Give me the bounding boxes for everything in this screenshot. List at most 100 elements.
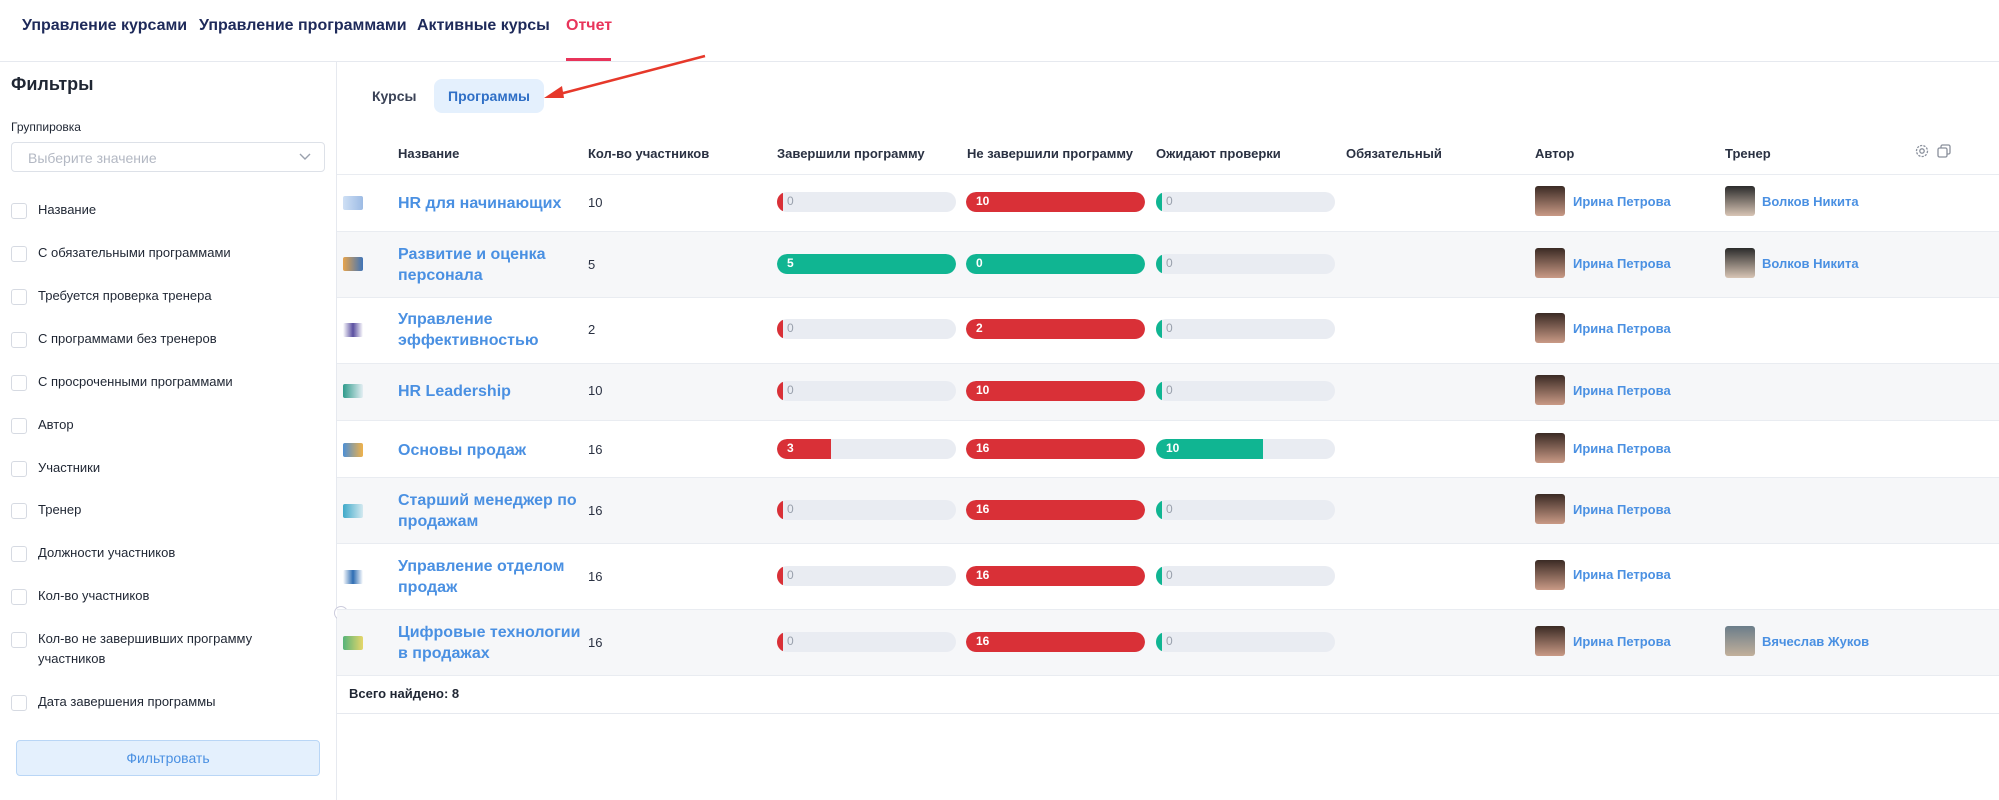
subtab-courses[interactable]: Курсы [372,88,417,104]
participants-count: 5 [588,257,596,272]
checkbox[interactable] [11,632,27,648]
pending-value: 0 [1166,383,1173,397]
filter-label: Участники [38,460,101,475]
program-name-link[interactable]: Развитие и оценка персонала [398,246,546,284]
completed-value: 3 [787,441,794,455]
program-name-link[interactable]: Управление отделом продаж [398,558,565,596]
filter-label: Кол-во участников [38,588,150,603]
checkbox[interactable] [11,503,27,519]
header-count[interactable]: Кол-во участников [588,146,710,161]
completed-value: 5 [787,256,794,270]
checkbox[interactable] [11,546,27,562]
author-link[interactable]: Ирина Петрова [1573,321,1671,336]
pending-value: 0 [1166,634,1173,648]
not-completed-value: 16 [976,634,990,648]
author-link[interactable]: Ирина Петрова [1573,256,1671,271]
program-thumbnail [343,257,363,271]
checkbox[interactable] [11,289,27,305]
participants-count: 10 [588,383,603,398]
tab-report[interactable]: Отчет [566,17,613,34]
not-completed-value: 16 [976,441,990,455]
author-link[interactable]: Ирина Петрова [1573,194,1671,209]
program-name-link[interactable]: Основы продаж [398,442,527,459]
author-link[interactable]: Ирина Петрова [1573,502,1671,517]
filter-label: С обязательными программами [38,245,231,260]
completed-bar: 0 [777,500,956,520]
not-completed-bar: 2 [966,319,1145,339]
not-completed-value: 10 [976,194,990,208]
header-author[interactable]: Автор [1535,146,1575,161]
program-name-link[interactable]: HR Leadership [398,383,511,400]
completed-bar: 0 [777,319,956,339]
pending-value: 0 [1166,502,1173,516]
author-link[interactable]: Ирина Петрова [1573,567,1671,582]
program-thumbnail [343,443,363,457]
completed-value: 0 [787,634,794,648]
tab-course-management[interactable]: Управление курсами [22,17,188,34]
header-not-completed[interactable]: Не завершили программу [967,146,1134,161]
not-completed-value: 10 [976,383,990,397]
checkbox[interactable] [11,246,27,262]
filter-label: Дата завершения программы [38,694,216,709]
filters-sidebar [0,62,337,800]
table-row[interactable] [337,174,1999,232]
not-completed-value: 2 [976,321,983,335]
checkbox[interactable] [11,375,27,391]
table-header: Название Кол-во участников Завершили про… [337,138,1999,174]
pending-bar: 10 [1156,439,1335,459]
filter-label: С просроченными программами [38,374,233,389]
filter-label: Название [38,202,97,217]
checkbox[interactable] [11,589,27,605]
table-row[interactable] [337,543,1999,610]
program-thumbnail [343,636,363,650]
completed-bar: 3 [777,439,956,459]
checkbox[interactable] [11,203,27,219]
checkbox[interactable] [11,418,27,434]
completed-bar: 0 [777,632,956,652]
completed-bar: 5 [777,254,956,274]
table-divider [337,675,1999,677]
program-name-link[interactable]: Управление эффективностью [398,311,539,349]
pending-value: 10 [1166,441,1180,455]
not-completed-bar: 16 [966,566,1145,586]
header-name[interactable]: Название [398,146,460,161]
copy-icon[interactable] [1936,143,1952,159]
author-link[interactable]: Ирина Петрова [1573,383,1671,398]
checkbox[interactable] [11,695,27,711]
header-trainer[interactable]: Тренер [1725,146,1771,161]
completed-value: 0 [787,321,794,335]
header-required[interactable]: Обязательный [1346,146,1442,161]
grouping-label: Группировка [11,120,81,134]
header-completed[interactable]: Завершили программу [777,146,925,161]
author-avatar [1535,560,1565,590]
participants-count: 10 [588,195,603,210]
table-row[interactable] [337,420,1999,478]
grouping-select[interactable]: Выберите значение [11,142,325,172]
checkbox[interactable] [11,332,27,348]
checkbox[interactable] [11,461,27,477]
completed-value: 0 [787,568,794,582]
tab-active-courses[interactable]: Активные курсы [417,17,550,34]
participants-count: 16 [588,503,603,518]
annotation-arrow-icon [544,54,706,98]
trainer-link[interactable]: Волков Никита [1762,256,1859,271]
trainer-link[interactable]: Волков Никита [1762,194,1859,209]
author-link[interactable]: Ирина Петрова [1573,634,1671,649]
author-link[interactable]: Ирина Петрова [1573,441,1671,456]
program-name-link[interactable]: Старший менеджер по продажам [398,492,577,530]
table-row[interactable] [337,297,1999,364]
trainer-avatar [1725,248,1755,278]
top-navigation: Управление курсами Управление программам… [0,0,1999,62]
program-name-link[interactable]: Цифровые технологии в продажах [398,624,581,662]
subtab-programs[interactable]: Программы [434,79,545,113]
filter-button[interactable]: Фильтровать [16,740,320,776]
pending-value: 0 [1166,256,1173,270]
trainer-link[interactable]: Вячеслав Жуков [1762,634,1870,649]
author-avatar [1535,248,1565,278]
total-found: Всего найдено: 8 [349,686,460,701]
settings-gear-icon[interactable] [1914,143,1930,159]
tab-program-management[interactable]: Управление программами [199,17,407,34]
program-name-link[interactable]: HR для начинающих [398,195,562,212]
header-pending[interactable]: Ожидают проверки [1156,146,1281,161]
filter-label: Должности участников [38,545,176,560]
